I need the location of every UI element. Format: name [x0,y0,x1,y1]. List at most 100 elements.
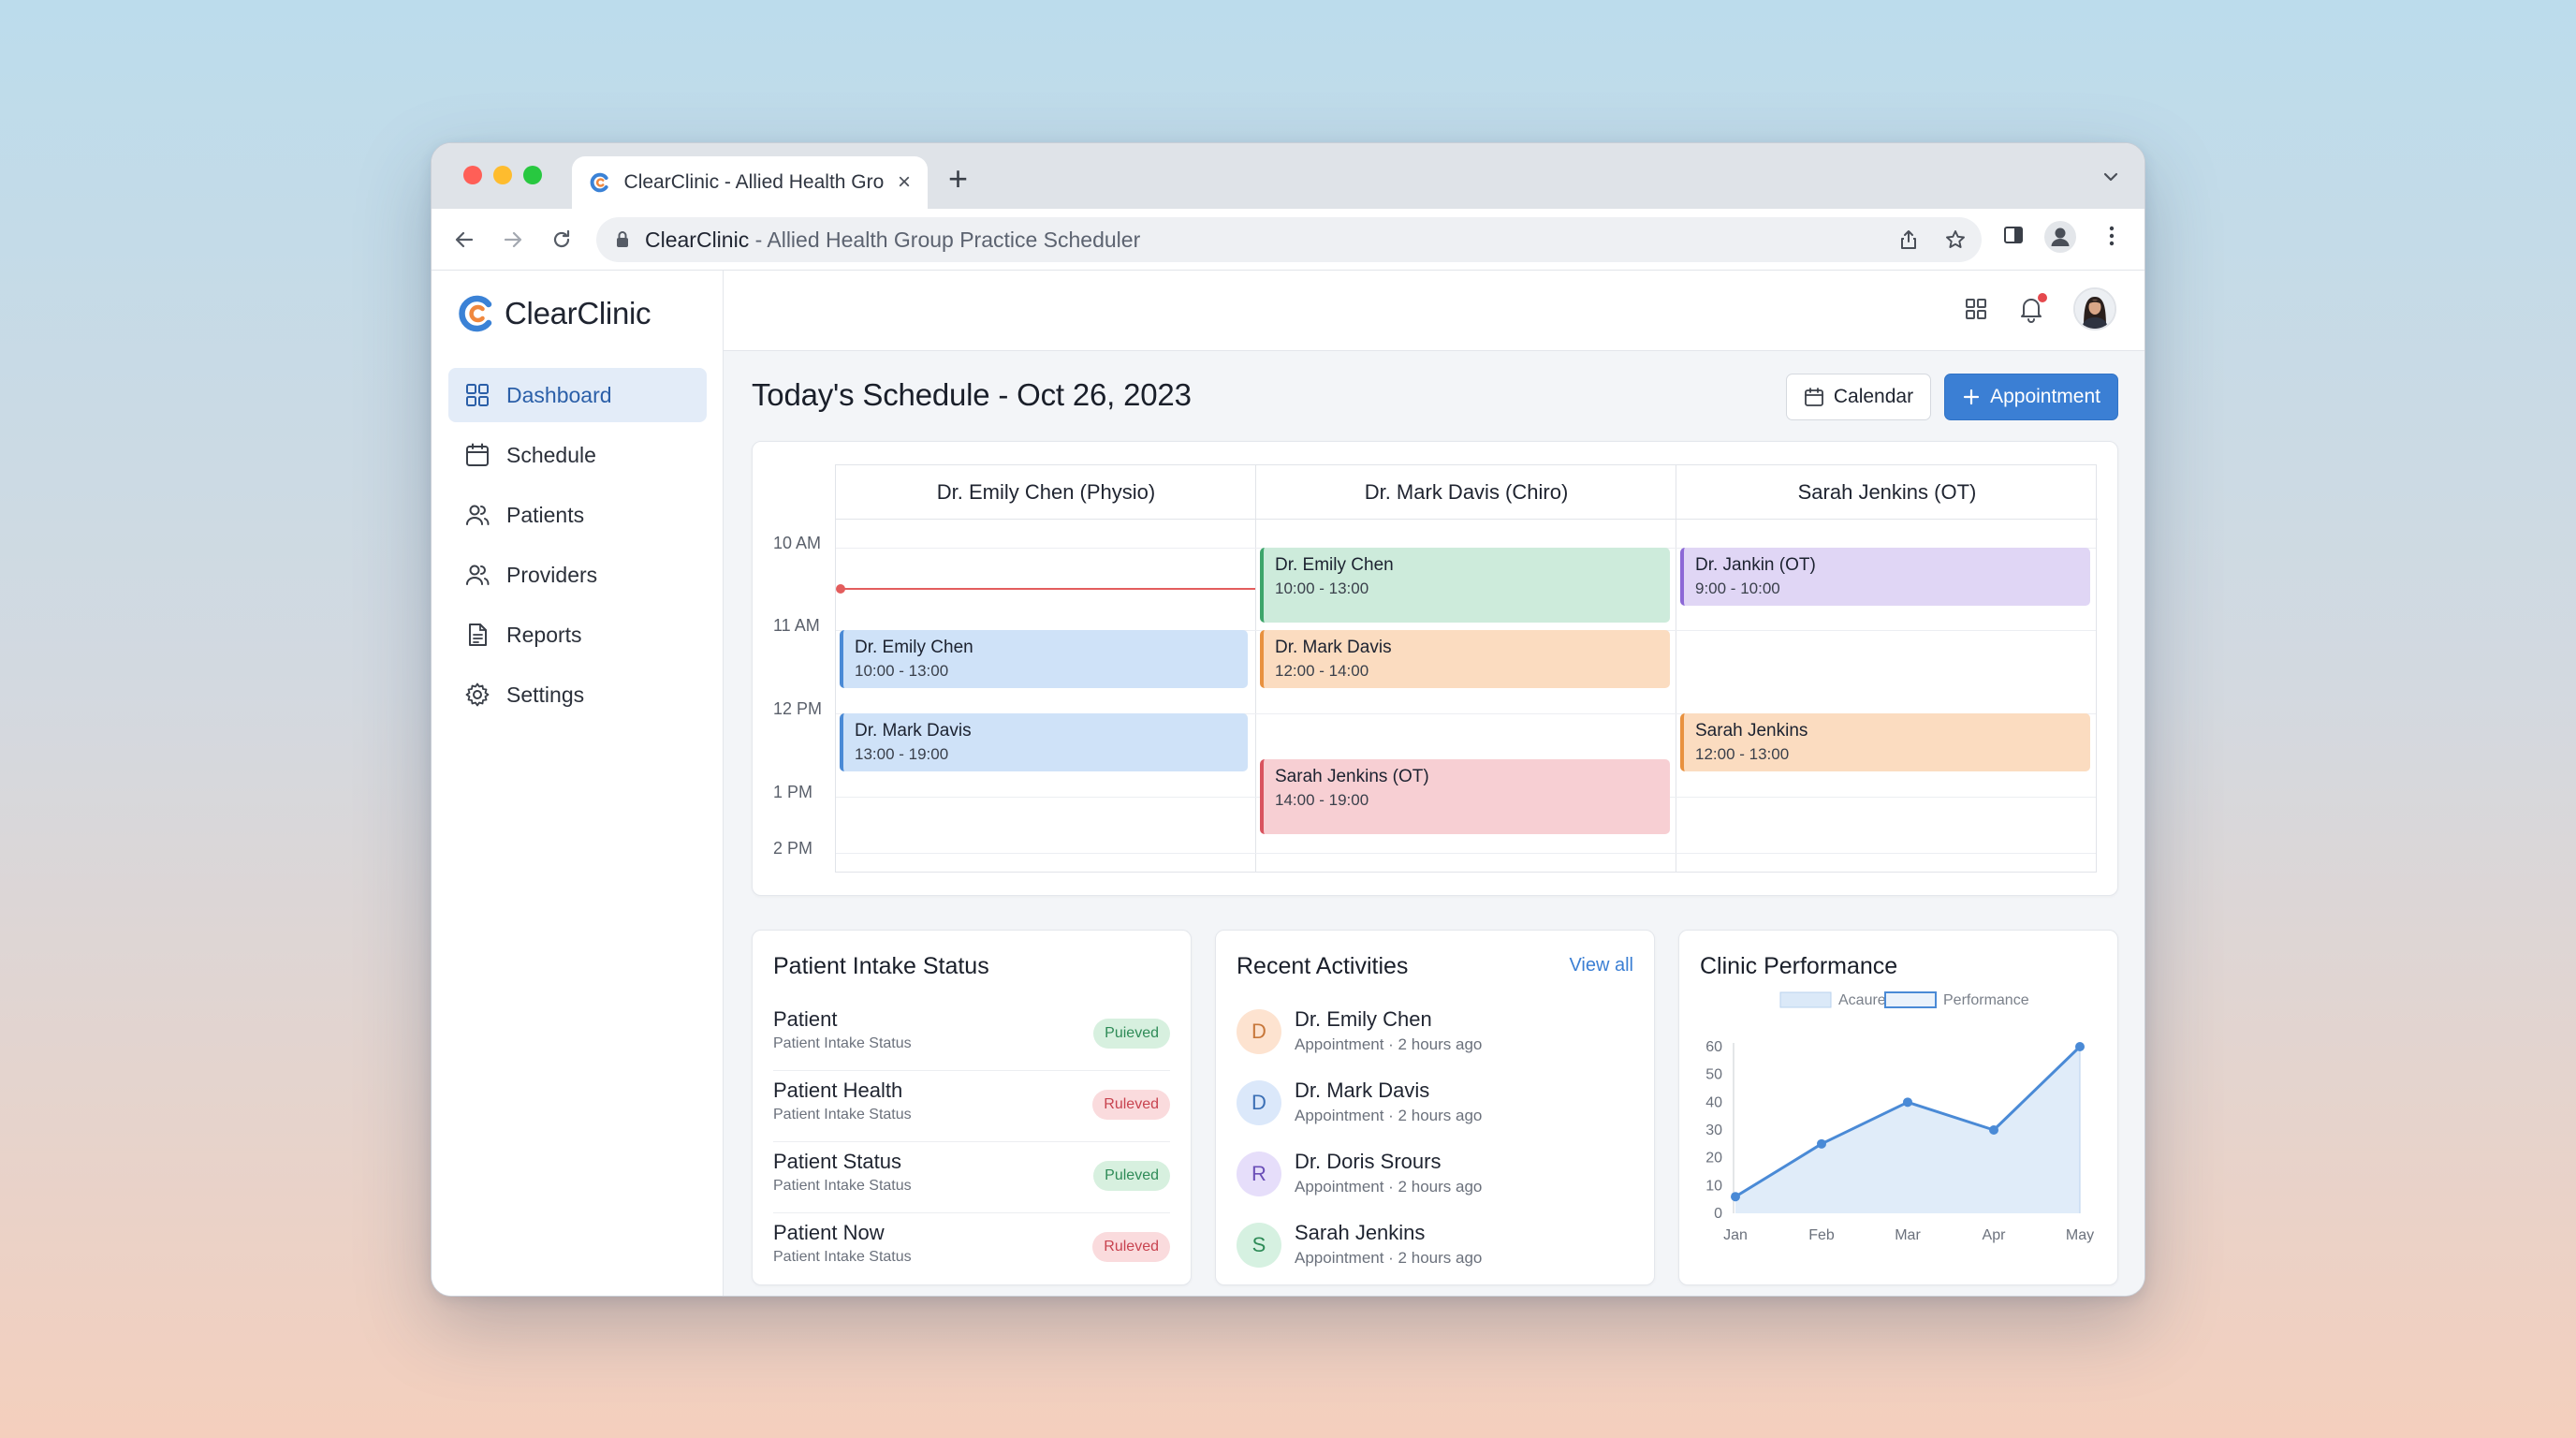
x-tick-label: May [2066,1227,2094,1243]
appointment-block[interactable]: Sarah Jenkins 12:00 - 13:00 [1680,713,2090,771]
activity-subtitle: Appointment · 2 hours ago [1295,1107,1483,1124]
add-appointment-button[interactable]: Appointment [1944,374,2118,420]
close-window-button[interactable] [463,166,482,184]
notifications-button[interactable] [2017,293,2047,323]
appointment-time: 13:00 - 19:00 [855,745,949,763]
hour-line [836,853,2096,854]
activity-item[interactable]: D Dr. Emily Chen Appointment · 2 hours ago [1237,1000,1633,1071]
intake-subtitle: Patient Intake Status [773,1035,912,1051]
calendar-button-label: Calendar [1833,386,1914,407]
appointment-block[interactable]: Dr. Jankin (OT) 9:00 - 10:00 [1680,548,2090,606]
performance-point [1989,1125,1998,1135]
appointment-time: 12:00 - 14:00 [1275,662,1369,680]
sidebar-item-providers[interactable]: Providers [448,548,707,602]
main-content: Today's Schedule - Oct 26, 2023 Calendar… [724,351,2144,1296]
legend-label: Performance [1943,992,2029,1008]
intake-subtitle: Patient Intake Status [773,1107,912,1123]
appointment-block[interactable]: Dr. Emily Chen 10:00 - 13:00 [840,630,1248,688]
activity-name: Dr. Mark Davis [1295,1078,1430,1102]
hour-line [836,713,2096,714]
tab-search-chevron-icon[interactable] [2101,168,2120,186]
notification-dot [2038,293,2047,302]
column-header-emily-chen: Dr. Emily Chen (Physio) [836,465,1256,520]
card-title: Patient Intake Status [773,953,989,979]
y-tick-label: 50 [1705,1067,1722,1083]
activity-item[interactable]: D Dr. Mark Davis Appointment · 2 hours ago [1237,1071,1633,1142]
intake-row[interactable]: Patient Status Patient Intake Status Pul… [773,1142,1170,1213]
sidebar-item-patients[interactable]: Patients [448,488,707,542]
new-tab-button[interactable]: + [948,159,969,198]
time-label: 10 AM [773,534,822,552]
reload-icon [553,229,570,248]
appointment-name: Dr. Emily Chen [1275,555,1394,575]
sidebar-item-reports[interactable]: Reports [448,608,707,662]
user-avatar[interactable] [2073,287,2116,330]
brand-name: ClearClinic [505,296,651,330]
activity-subtitle: Appointment · 2 hours ago [1295,1249,1483,1267]
sidebar-item-settings[interactable]: Settings [448,668,707,722]
x-tick-label: Jan [1723,1227,1748,1243]
side-panel-button[interactable] [2002,224,2025,246]
intake-row[interactable]: Patient Patient Intake Status Puieved [773,1000,1170,1071]
share-icon[interactable] [1897,228,1920,251]
performance-chart: Acaure Performance 0 10 20 30 40 50 60 Jan Feb Mar A… [1705,991,2094,1243]
apps-grid-icon[interactable] [1963,296,1989,322]
providers-icon [463,561,491,589]
appointment-time: 10:00 - 13:00 [1275,580,1369,597]
browser-tab[interactable]: ClearClinic - Allied Health Gro × [572,156,928,209]
back-button[interactable] [450,226,478,254]
intake-patient-name: Patient Health [773,1078,903,1102]
appointment-block[interactable]: Dr. Mark Davis 12:00 - 14:00 [1260,630,1670,688]
calendar-button[interactable]: Calendar [1785,374,1932,420]
sidebar-item-dashboard[interactable]: Dashboard [448,368,707,422]
appointment-block[interactable]: Dr. Emily Chen 10:00 - 13:00 [1260,548,1670,623]
appointment-block[interactable]: Sarah Jenkins (OT) 14:00 - 19:00 [1260,759,1670,834]
minimize-window-button[interactable] [493,166,512,184]
column-header-sarah-jenkins: Sarah Jenkins (OT) [1676,465,2098,520]
clearclinic-logo-icon [459,295,492,332]
activity-item[interactable]: R Dr. Doris Srours Appointment · 2 hours a… [1237,1142,1633,1213]
appointment-name: Dr. Emily Chen [855,638,973,657]
activity-subtitle: Appointment · 2 hours ago [1295,1035,1483,1053]
view-all-link[interactable]: View all [1569,955,1633,976]
card-title: Recent Activities [1237,953,1409,979]
column-header-mark-davis: Dr. Mark Davis (Chiro) [1256,465,1676,520]
calendar-icon [1804,387,1824,407]
browser-menu-button[interactable] [2107,224,2116,248]
y-tick-label: 40 [1705,1094,1722,1110]
intake-patient-name: Patient Now [773,1221,885,1244]
time-label: 11 AM [773,616,820,635]
appointment-time: 12:00 - 13:00 [1695,745,1790,763]
reload-button[interactable] [548,226,576,254]
performance-area [1735,1047,2080,1213]
address-bar[interactable]: ClearClinic - Allied Health Group Practi… [596,217,1982,262]
maximize-window-button[interactable] [523,166,542,184]
lock-icon [617,231,628,247]
activity-avatar: R [1237,1152,1281,1196]
activity-item[interactable]: S Sarah Jenkins Appointment · 2 hours ago [1237,1213,1633,1284]
recent-activities-card: Recent Activities View all D Dr. Emily Ch… [1215,930,1655,1285]
brand-logo[interactable]: ClearClinic [456,293,651,334]
time-label: 2 PM [773,839,813,858]
intake-row[interactable]: Patient Health Patient Intake Status Rul… [773,1071,1170,1142]
intake-row[interactable]: Patient Now Patient Intake Status Ruleve… [773,1213,1170,1284]
legend-swatch [1779,991,1832,1008]
appointment-block[interactable]: Dr. Mark Davis 13:00 - 19:00 [840,713,1248,771]
dashboard-icon [463,381,491,409]
forward-button[interactable] [499,226,527,254]
activity-avatar: S [1237,1223,1281,1268]
intake-subtitle: Patient Intake Status [773,1178,912,1194]
profile-button[interactable] [2043,220,2077,254]
performance-point [1817,1138,1826,1149]
activity-name: Dr. Emily Chen [1295,1007,1432,1031]
intake-patient-name: Patient [773,1007,838,1031]
tab-close-icon[interactable]: × [897,169,911,195]
bookmark-star-icon[interactable] [1944,228,1967,251]
reports-icon [463,621,491,649]
performance-point [1903,1097,1912,1108]
sidebar-item-label: Providers [506,562,598,587]
sidebar-item-schedule[interactable]: Schedule [448,428,707,482]
activity-name: Dr. Doris Srours [1295,1150,1442,1173]
sidebar-item-label: Patients [506,502,585,527]
patient-intake-card: Patient Intake Status Patient Patient In… [752,930,1192,1285]
